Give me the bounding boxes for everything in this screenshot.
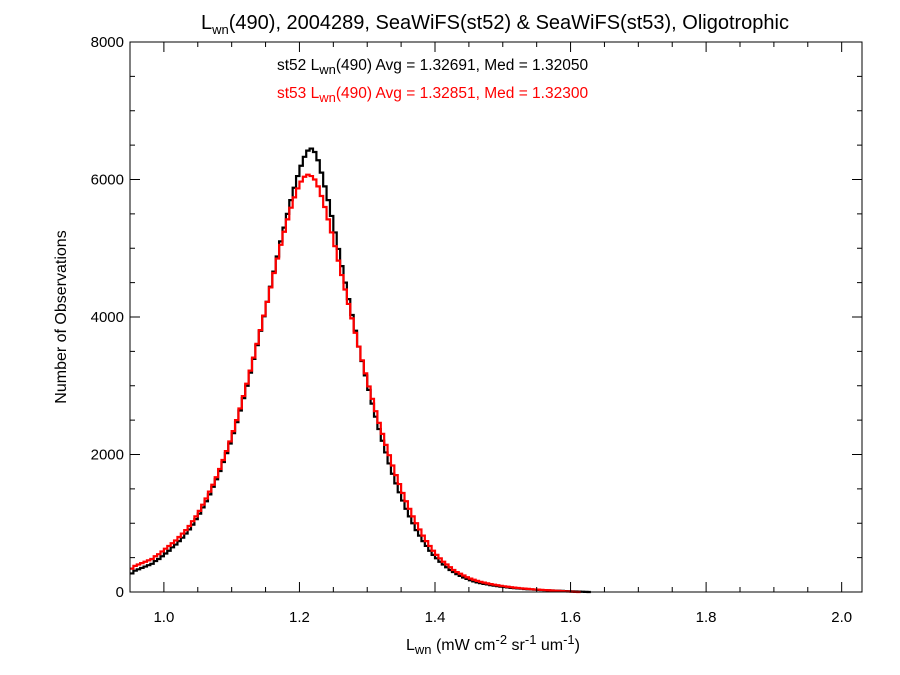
y-tick-label: 6000 (91, 172, 124, 189)
x-tick-label: 1.2 (289, 609, 310, 626)
annotation-st53: st53 Lwn(490) Avg = 1.32851, Med = 1.323… (277, 85, 588, 105)
plot-area: 1.0 1.2 1.4 1.6 1.8 2.0 0 2000 4000 6000 8000 (91, 34, 863, 626)
x-tick-label: 1.4 (425, 609, 446, 626)
series-layer (130, 147, 591, 594)
x-tick-label: 1.8 (696, 609, 717, 626)
x-tick-label: 1.0 (153, 609, 174, 626)
plot-frame (129, 41, 863, 593)
y-tick-label: 0 (116, 584, 124, 601)
series-st52-line (130, 147, 591, 594)
annotation-st52: st52 Lwn(490) Avg = 1.32691, Med = 1.320… (277, 57, 588, 77)
y-tick-label: 4000 (91, 309, 124, 326)
series-st53-line (130, 173, 581, 594)
x-tick-label: 1.6 (560, 609, 581, 626)
y-tick-label: 2000 (91, 447, 124, 464)
chart-title: Lwn(490), 2004289, SeaWiFS(st52) & SeaWi… (201, 12, 789, 37)
y-axis-label: Number of Observations (53, 230, 70, 403)
x-tick-label: 2.0 (831, 609, 852, 626)
y-tick-label: 8000 (91, 34, 124, 51)
tick-layer: 1.0 1.2 1.4 1.6 1.8 2.0 0 2000 4000 6000 8000 (91, 34, 862, 626)
x-axis-label: Lwn (mW cm-2 sr-1 um-1) (406, 632, 580, 657)
